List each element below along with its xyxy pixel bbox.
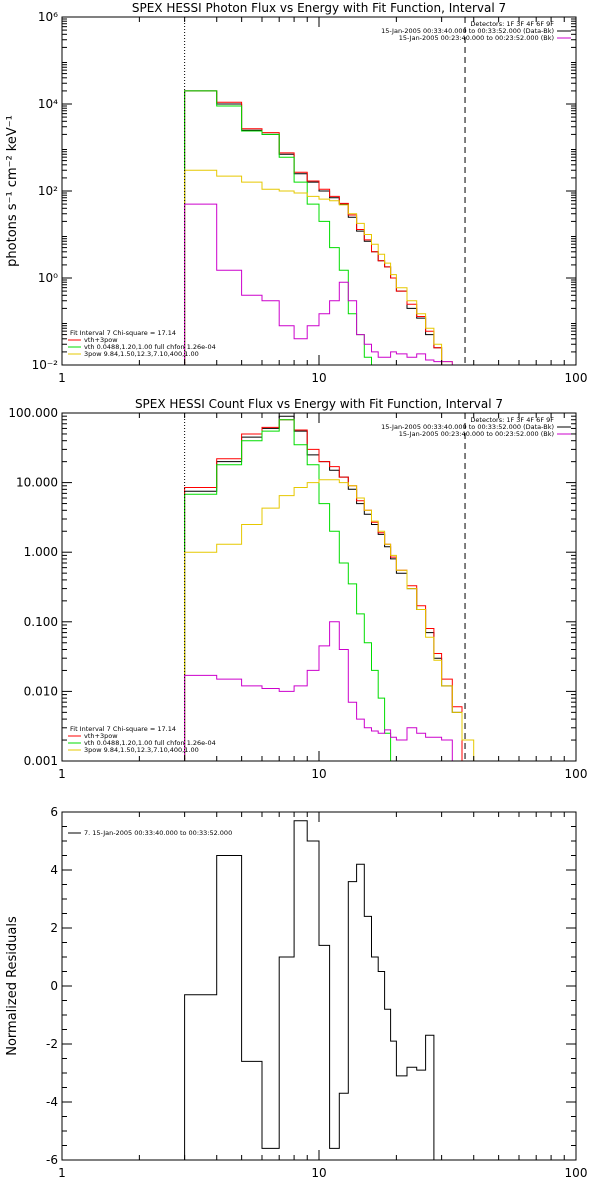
y-tick-label: 6 [50,805,58,819]
header-line: 15-Jan-2005 00:33:40.000 to 00:33:52.000… [381,423,554,431]
y-axis-label: Normalized Residuals [5,916,20,1056]
series-group [184,820,435,1160]
y-tick-label: 10⁶ [38,10,58,24]
header-line: 15-Jan-2005 00:23:40.000 to 00:23:52.000… [399,34,554,42]
x-tick-label: 100 [565,371,588,385]
header-line: 15-Jan-2005 00:23:40.000 to 00:23:52.000… [399,430,554,438]
chart-title: SPEX HESSI Photon Flux vs Energy with Fi… [132,1,506,15]
y-axis-label: photons s⁻¹ cm⁻² keV⁻¹ [5,115,20,267]
legend-label: 3pow 9.84,1.50,12.3,7.10,400,1.00 [84,350,199,358]
y-tick-label: -6 [46,1153,58,1167]
x-tick-label: 10 [311,371,326,385]
chart-panel-1: SPEX HESSI Photon Flux vs Energy with Fi… [5,1,587,385]
y-tick-label: 10² [38,184,58,198]
y-tick-label: 2 [50,921,58,935]
y-tick-label: 0.010 [24,684,58,698]
y-tick-label: 4 [50,863,58,877]
series-line-5 [184,203,453,365]
x-tick-label: 1 [58,371,66,385]
y-tick-label: 10⁻² [32,358,59,372]
x-tick-label: 100 [565,1166,588,1180]
header-line: 15-Jan-2005 00:33:40.000 to 00:33:52.000… [381,27,554,35]
series-line-1 [184,820,435,1160]
series-line-4 [184,169,462,365]
series-line-3 [184,90,379,365]
y-tick-label: 0.100 [24,615,58,629]
header-line: Detectors: 1F 3F 4F 6F 9F [470,416,554,424]
series-line-1 [184,415,463,761]
y-tick-label: 10.000 [16,476,58,490]
chart-panel-2: SPEX HESSI Count Flux vs Energy with Fit… [8,397,587,781]
series-line-2 [184,419,463,761]
y-tick-label: 10⁴ [38,97,58,111]
y-tick-label: -2 [46,1037,58,1051]
y-tick-label: 0.001 [24,754,58,768]
x-tick-label: 10 [311,767,326,781]
legend-label: vth+3pow [84,336,118,344]
legend-label: Fit Interval 7 Chi-square = 17.14 [70,725,176,733]
chart-panel-3: Normalized Residuals 1 10 100 -6 -4 -2 0 2 4 6 7. 1… [5,805,587,1180]
series-line-1 [184,90,443,365]
header-line: Detectors: 1F 3F 4F 6F 9F [470,20,554,28]
x-tick-label: 1 [58,1166,66,1180]
legend-label: vth+3pow [84,732,118,740]
x-tick-label: 10 [311,1166,326,1180]
y-tick-label: 1.000 [24,545,58,559]
y-tick-label: 100.000 [8,406,58,420]
legend-label: 7. 15-Jan-2005 00:33:40.000 to 00:33:52.… [84,829,232,837]
x-tick-label: 100 [565,767,588,781]
legend-label: vth 0.0488,1.20,1.00 full chfon 1.26e-04 [84,343,216,351]
y-tick-label: -4 [46,1095,58,1109]
y-tick-label: 10⁰ [38,271,58,285]
legend-label: Fit Interval 7 Chi-square = 17.14 [70,329,176,337]
legend-label: 3pow 9.84,1.50,12.3,7.10,400,1.00 [84,746,199,754]
series-line-4 [184,479,485,761]
series-line-5 [184,621,462,761]
x-tick-label: 1 [58,767,66,781]
series-line-3 [184,419,392,761]
series-line-2 [184,90,443,365]
series-group [184,90,462,365]
chart-title: SPEX HESSI Count Flux vs Energy with Fit… [135,397,503,411]
legend-label: vth 0.0488,1.20,1.00 full chfon 1.26e-04 [84,739,216,747]
y-tick-label: 0 [50,979,58,993]
series-group [184,415,485,761]
